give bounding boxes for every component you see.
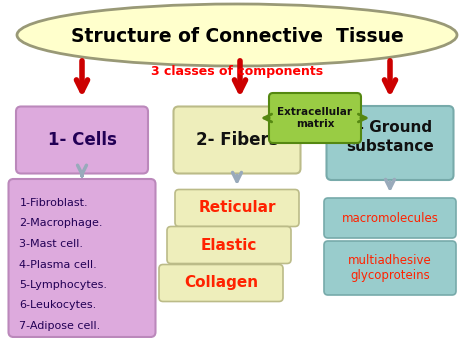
Text: 1-Fibroblast.: 1-Fibroblast. [19,198,88,208]
Text: 2- Fibers: 2- Fibers [196,131,278,149]
Text: macromolecules: macromolecules [342,212,438,224]
Text: 3 classes of components: 3 classes of components [151,66,323,78]
FancyBboxPatch shape [324,241,456,295]
Text: 3- Ground
substance: 3- Ground substance [346,120,434,154]
Text: 2-Macrophage.: 2-Macrophage. [19,218,103,228]
Ellipse shape [17,4,457,66]
FancyBboxPatch shape [16,106,148,173]
FancyBboxPatch shape [173,106,301,173]
Text: 4-Plasma cell.: 4-Plasma cell. [19,260,97,269]
Text: Extracellular
matrix: Extracellular matrix [277,107,353,129]
FancyBboxPatch shape [175,190,299,226]
FancyBboxPatch shape [9,179,155,337]
Text: Structure of Connective  Tissue: Structure of Connective Tissue [71,27,403,47]
FancyBboxPatch shape [327,106,454,180]
Text: Elastic: Elastic [201,238,257,252]
Text: 6-Leukocytes.: 6-Leukocytes. [19,300,97,311]
Text: 5-Lymphocytes.: 5-Lymphocytes. [19,280,108,290]
Text: 7-Adipose cell.: 7-Adipose cell. [19,321,101,331]
Text: 1- Cells: 1- Cells [47,131,117,149]
Text: 3-Mast cell.: 3-Mast cell. [19,239,83,249]
Text: Collagen: Collagen [184,275,258,290]
FancyBboxPatch shape [269,93,361,143]
FancyBboxPatch shape [167,226,291,264]
Text: Reticular: Reticular [198,200,276,216]
FancyBboxPatch shape [159,265,283,301]
Text: multiadhesive
glycoproteins: multiadhesive glycoproteins [348,254,432,283]
FancyBboxPatch shape [324,198,456,238]
